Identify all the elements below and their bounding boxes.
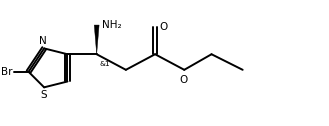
Text: &1: &1: [100, 61, 110, 67]
Polygon shape: [94, 25, 99, 54]
Text: O: O: [159, 22, 167, 32]
Text: S: S: [41, 90, 47, 100]
Text: N: N: [39, 36, 47, 46]
Text: Br: Br: [1, 67, 13, 77]
Text: O: O: [179, 75, 188, 85]
Text: NH₂: NH₂: [102, 20, 121, 30]
